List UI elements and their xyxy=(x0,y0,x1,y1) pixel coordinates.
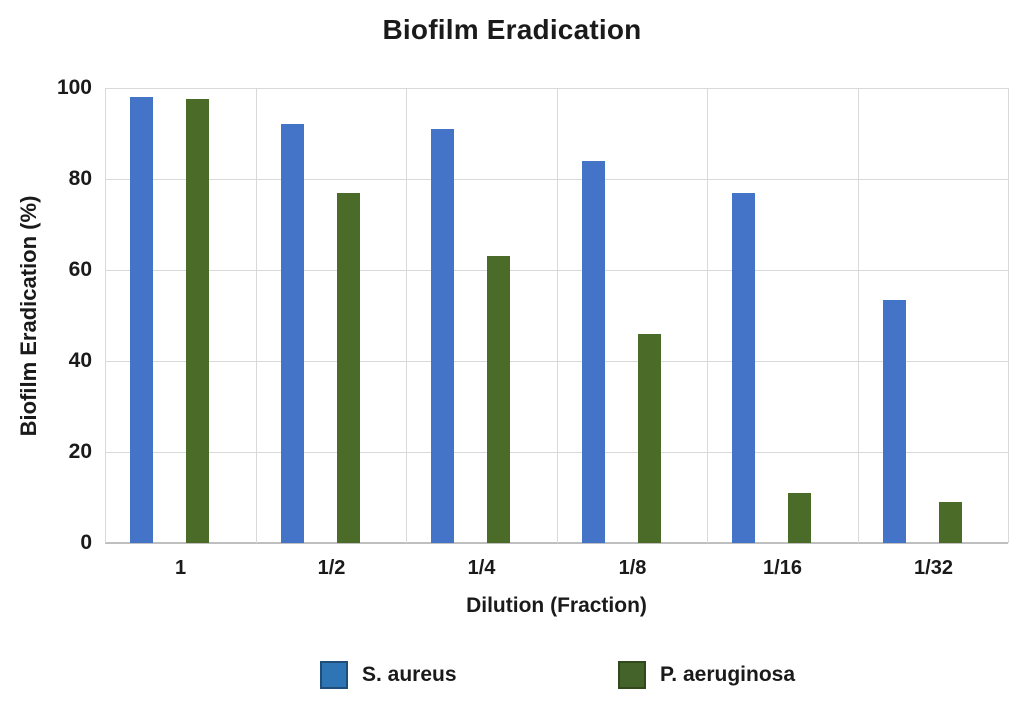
x-tick-label-1-8: 1/8 xyxy=(618,557,647,579)
bar-p-aeruginosa-1-16 xyxy=(788,492,811,543)
bar-p-aeruginosa-1-4 xyxy=(487,256,510,543)
bar-s-aureus-1-4 xyxy=(431,128,454,543)
gridline-x-4 xyxy=(706,88,708,543)
bar-p-aeruginosa-1-2 xyxy=(337,192,360,543)
gridline-x-6 xyxy=(1007,88,1009,543)
x-axis-line xyxy=(105,542,1008,544)
x-tick-label-1-32: 1/32 xyxy=(914,557,953,579)
legend-label: P. aeruginosa xyxy=(660,663,796,686)
bar-p-aeruginosa-1-8 xyxy=(638,333,661,543)
gridline-x-5 xyxy=(857,88,859,543)
bar-s-aureus-1-8 xyxy=(582,160,605,543)
gridline-x-2 xyxy=(405,88,407,543)
bar-p-aeruginosa-1-32 xyxy=(939,502,962,543)
gridline-x-3 xyxy=(556,88,558,543)
bar-p-aeruginosa-1 xyxy=(186,99,209,543)
x-tick-label-1-16: 1/16 xyxy=(763,557,802,579)
bar-s-aureus-1-2 xyxy=(281,124,304,543)
legend-label: S. aureus xyxy=(362,663,457,686)
x-tick-label-1-4: 1/4 xyxy=(467,557,496,579)
gridline-x-1 xyxy=(255,88,257,543)
bar-s-aureus-1 xyxy=(130,97,153,543)
chart-title: Biofilm Eradication xyxy=(382,14,642,45)
legend-swatch-icon xyxy=(618,661,646,689)
x-tick-label-1: 1 xyxy=(174,557,187,579)
y-tick-label-60: 60 xyxy=(68,258,92,281)
legend-entry-p-aeruginosa: P. aeruginosa xyxy=(618,660,795,690)
gridline-x-0 xyxy=(104,88,106,543)
y-tick-label-40: 40 xyxy=(68,349,92,372)
bar-s-aureus-1-32 xyxy=(883,299,906,543)
y-tick-label-0: 0 xyxy=(80,531,92,554)
bar-s-aureus-1-16 xyxy=(732,192,755,543)
legend-swatch-icon xyxy=(320,661,348,689)
plot-area xyxy=(104,87,1009,544)
legend-entry-s-aureus: S. aureus xyxy=(320,660,457,690)
x-tick-label-1-2: 1/2 xyxy=(317,557,346,579)
x-axis-title: Dilution (Fraction) xyxy=(466,594,647,617)
y-tick-label-100: 100 xyxy=(56,76,92,99)
y-tick-label-20: 20 xyxy=(68,440,92,463)
y-tick-label-80: 80 xyxy=(68,167,92,190)
